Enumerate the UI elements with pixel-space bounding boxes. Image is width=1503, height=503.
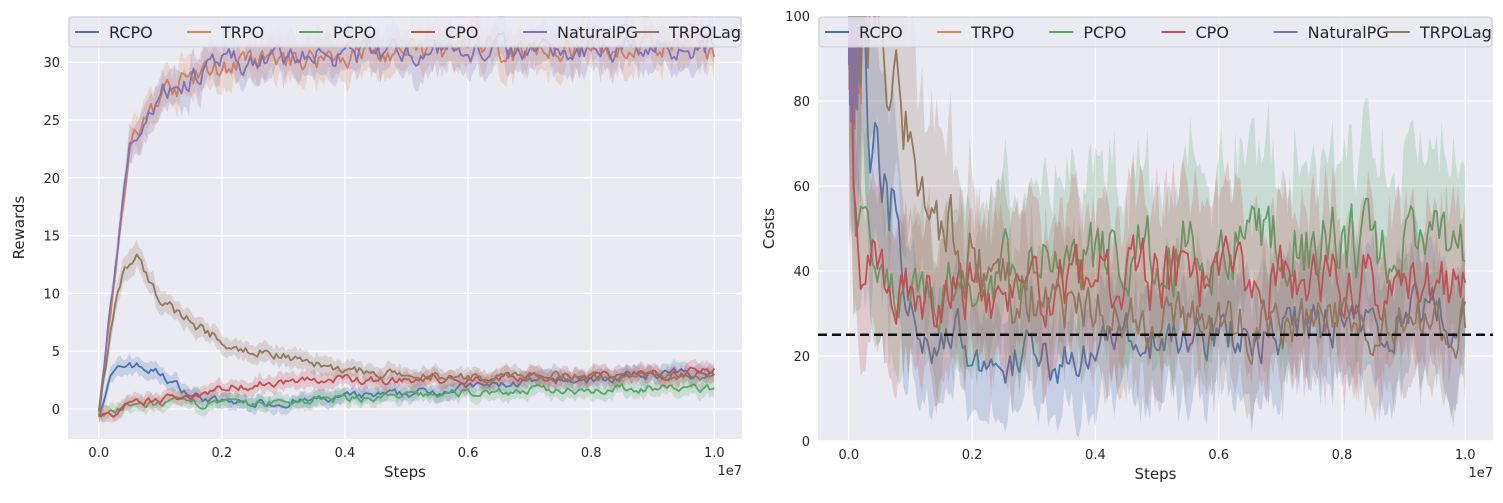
series-band-trpolag: [848, 16, 1466, 433]
y-tick-label: 20: [43, 172, 60, 187]
x-tick-label: 1.0: [1455, 448, 1476, 463]
series-band-rcpo: [848, 16, 1466, 438]
y-tick-label: 5: [52, 345, 60, 360]
legend-label-rcpo: RCPO: [859, 23, 903, 42]
plot-series-group: [97, 16, 716, 425]
series-band-trpolag: [98, 239, 715, 417]
legend-label-pcpo: PCPO: [333, 23, 376, 42]
x-tick-label: 0.4: [1085, 448, 1106, 463]
x-offset-label: 1e7: [717, 464, 742, 479]
legend-label-rcpo: RCPO: [109, 23, 153, 42]
legend-box: [818, 16, 1493, 48]
series-line-rcpo: [848, 16, 1467, 384]
plot-area: [68, 16, 742, 439]
legend-label-pcpo: PCPO: [1083, 23, 1126, 42]
y-axis-label: Costs: [760, 208, 778, 249]
x-tick-label: 0.2: [962, 448, 983, 463]
series-line-pcpo: [98, 383, 715, 417]
legend-label-cpo: CPO: [1196, 23, 1229, 42]
y-tick-label: 100: [785, 10, 810, 25]
legend: RCPO TRPO PCPO CPO NaturalPG TRPOLag: [818, 16, 1493, 48]
x-tick-label: 0.6: [1208, 448, 1229, 463]
x-tick-label: 0.8: [581, 446, 602, 461]
x-tick-label: 0.0: [838, 448, 859, 463]
y-tick-label: 10: [43, 287, 60, 302]
plot-area: [818, 16, 1493, 441]
legend-label-trpo: TRPO: [970, 23, 1014, 42]
legend-label-trpolag: TRPOLag: [668, 23, 741, 42]
x-tick-label: 0.8: [1332, 448, 1353, 463]
y-tick-label: 0: [802, 435, 810, 450]
x-tick-label: 0.2: [212, 446, 233, 461]
legend-label-trpo: TRPO: [220, 23, 264, 42]
series-line-rcpo: [97, 361, 715, 418]
y-tick-label: 40: [793, 265, 810, 280]
x-tick-label: 1.0: [704, 446, 725, 461]
y-tick-label: 25: [43, 114, 60, 129]
legend-label-trpolag: TRPOLag: [1419, 23, 1492, 42]
plot-series-group: [847, 16, 1467, 438]
y-tick-label: 80: [793, 95, 810, 110]
series-line-trpo: [97, 28, 716, 417]
x-axis-label: Steps: [1135, 465, 1177, 483]
y-tick-label: 20: [793, 350, 810, 365]
y-tick-label: 0: [52, 403, 60, 418]
series-band-trpo: [98, 16, 715, 425]
y-axis-label: Rewards: [10, 195, 28, 259]
legend-box: [68, 16, 742, 48]
legend-label-naturalpg: NaturalPG: [1308, 23, 1389, 42]
y-tick-label: 60: [793, 180, 810, 195]
series-band-pcpo: [848, 16, 1466, 404]
x-offset-label: 1e7: [1468, 466, 1493, 481]
y-tick-label: 15: [43, 230, 60, 245]
series-line-trpolag: [97, 253, 715, 411]
x-tick-label: 0.4: [335, 446, 356, 461]
y-tick-label: 30: [43, 56, 60, 71]
series-band-naturalpg: [98, 16, 715, 421]
rewards-chart: 0.0 0.2 0.4 0.6 0.8 1.0 0 5 10 15 20 25 30 Steps Rewar…: [10, 16, 742, 481]
series-line-cpo: [847, 57, 1467, 328]
legend: RCPO TRPO PCPO CPO NaturalPG TRPOLag: [68, 16, 742, 48]
costs-chart: 0.0 0.2 0.4 0.6 0.8 1.0 0 20 40 60 80 100 Steps Costs…: [760, 10, 1493, 483]
x-tick-label: 0.6: [458, 446, 479, 461]
legend-label-naturalpg: NaturalPG: [557, 23, 638, 42]
x-axis-label: Steps: [384, 463, 426, 481]
series-band-pcpo: [98, 374, 715, 424]
legend-label-cpo: CPO: [445, 23, 478, 42]
series-band-cpo: [98, 358, 715, 423]
x-tick-label: 0.0: [88, 446, 109, 461]
